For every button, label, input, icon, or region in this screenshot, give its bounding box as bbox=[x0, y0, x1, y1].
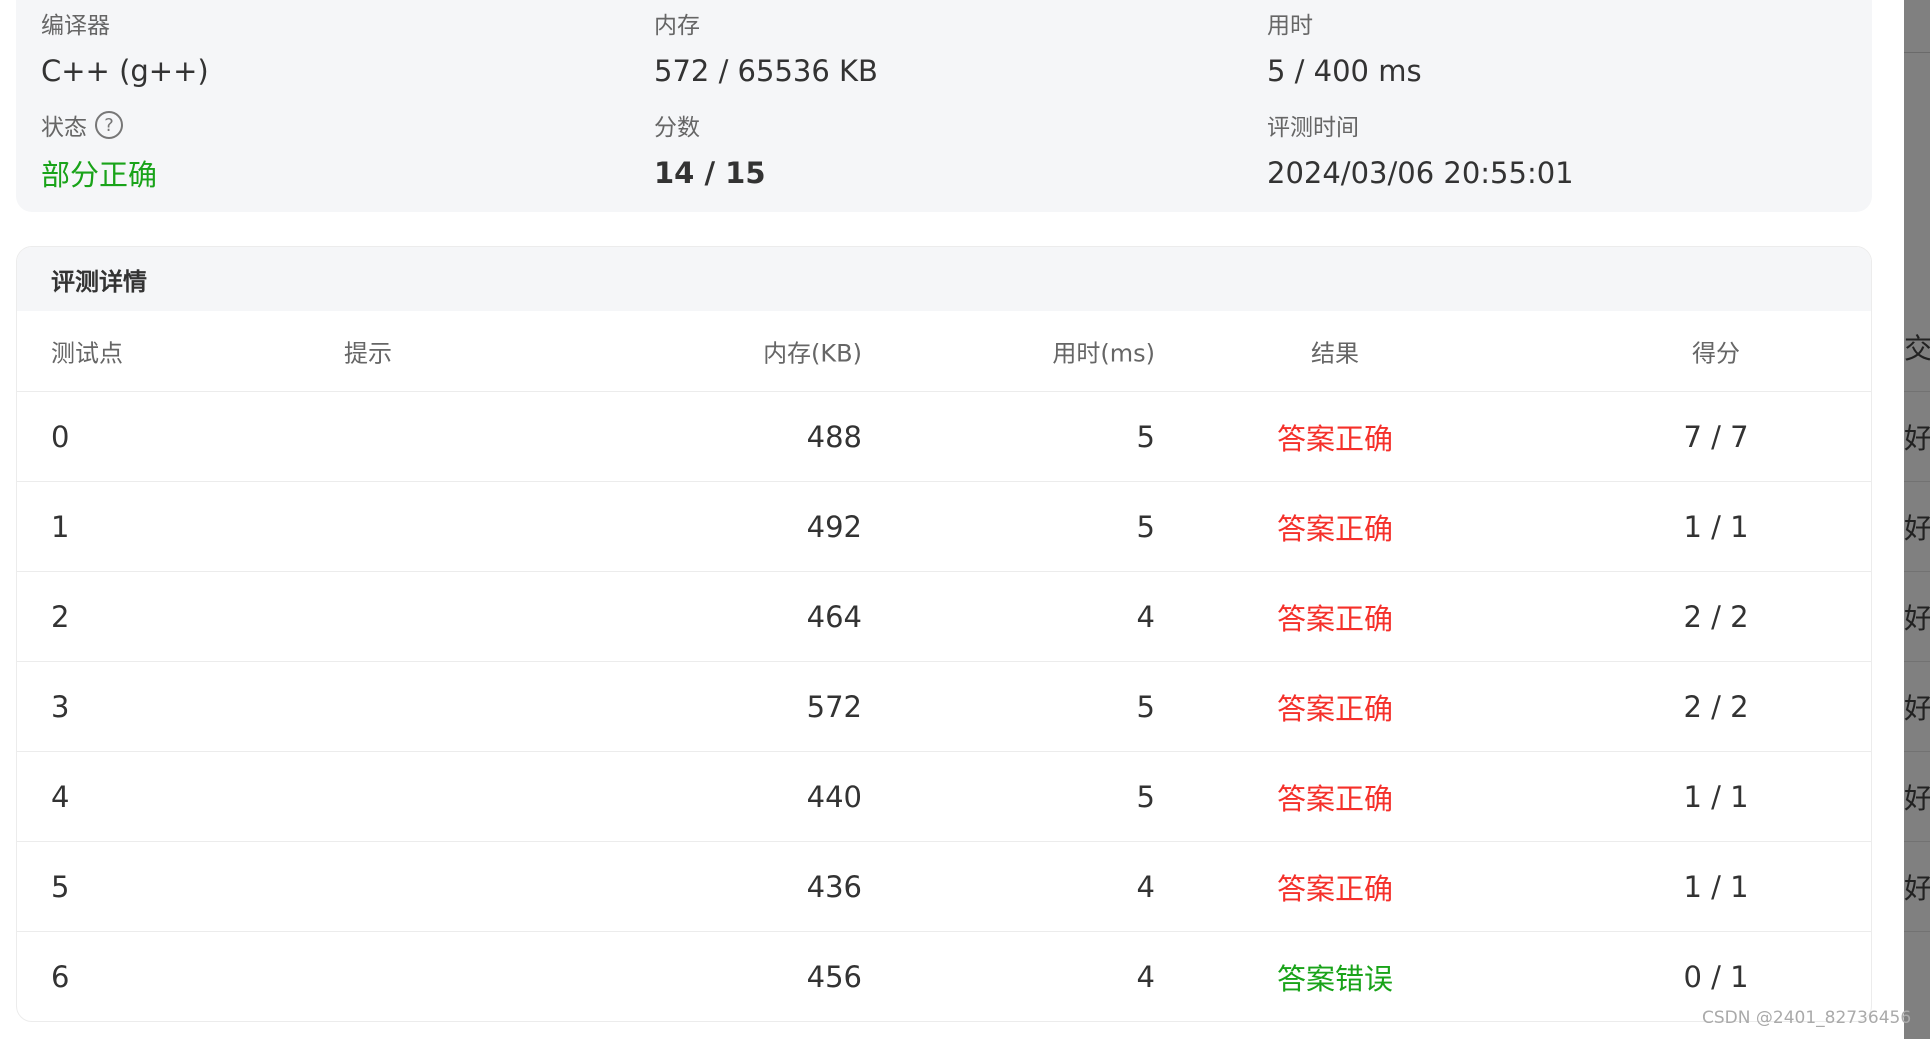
col-testcase: 测试点 bbox=[51, 339, 123, 368]
testcase-time: 4 bbox=[1136, 869, 1155, 904]
side-panel-item[interactable]: 好 bbox=[1904, 752, 1930, 842]
testcase-memory: 464 bbox=[806, 599, 862, 634]
testcase-result: 答案正确 bbox=[1276, 421, 1394, 456]
col-time: 用时(ms) bbox=[1052, 339, 1155, 368]
testcase-result: 答案正确 bbox=[1276, 691, 1394, 726]
table-row: 1 492 5 答案正确 1 / 1 bbox=[17, 482, 1871, 572]
testcase-score: 2 / 2 bbox=[1683, 599, 1749, 634]
testcase-result: 答案正确 bbox=[1276, 601, 1394, 636]
time-value: 5 / 400 ms bbox=[1267, 54, 1422, 88]
testcase-id: 5 bbox=[51, 869, 70, 904]
testcase-id: 2 bbox=[51, 599, 70, 634]
col-memory: 内存(KB) bbox=[763, 339, 862, 368]
time-field: 用时 5 / 400 ms bbox=[1267, 6, 1422, 88]
testcase-id: 1 bbox=[51, 509, 70, 544]
score-label: 分数 bbox=[654, 115, 700, 141]
testcase-score: 1 / 1 bbox=[1683, 509, 1749, 544]
testcase-memory: 456 bbox=[806, 960, 862, 994]
judge-details-card: 评测详情 测试点 提示 内存(KB) 用时(ms) 结果 得分 0 488 5 … bbox=[16, 246, 1872, 1022]
table-row: 4 440 5 答案正确 1 / 1 bbox=[17, 752, 1871, 842]
time-label: 用时 bbox=[1267, 13, 1313, 39]
testcase-memory: 572 bbox=[806, 689, 862, 724]
judge-details-title: 评测详情 bbox=[17, 247, 1871, 311]
col-score: 得分 bbox=[1692, 339, 1740, 368]
table-row: 0 488 5 答案正确 7 / 7 bbox=[17, 392, 1871, 482]
testcase-memory: 492 bbox=[806, 509, 862, 544]
testcase-id: 3 bbox=[51, 689, 70, 724]
testcase-time: 5 bbox=[1136, 689, 1155, 724]
watermark: CSDN @2401_82736456 bbox=[1702, 1008, 1912, 1028]
testcase-score: 1 / 1 bbox=[1683, 779, 1749, 814]
side-panel-item[interactable]: 好 bbox=[1904, 482, 1930, 572]
compiler-field: 编译器 C++ (g++) bbox=[41, 6, 209, 88]
status-label: 状态 bbox=[41, 115, 87, 141]
testcase-time: 5 bbox=[1136, 509, 1155, 544]
table-row: 3 572 5 答案正确 2 / 2 bbox=[17, 662, 1871, 752]
memory-field: 内存 572 / 65536 KB bbox=[654, 6, 878, 88]
testcase-result: 答案正确 bbox=[1276, 871, 1394, 906]
side-panel-item[interactable]: 好 bbox=[1904, 572, 1930, 662]
table-header: 测试点 提示 内存(KB) 用时(ms) 结果 得分 bbox=[17, 311, 1871, 392]
submission-summary: 编译器 C++ (g++) 内存 572 / 65536 KB 用时 5 / 4… bbox=[16, 0, 1872, 212]
testcase-score: 2 / 2 bbox=[1683, 689, 1749, 724]
side-panel-item[interactable]: 好 bbox=[1904, 842, 1930, 932]
testcase-score: 1 / 1 bbox=[1683, 869, 1749, 904]
divider bbox=[1904, 52, 1930, 53]
question-circle-icon[interactable]: ? bbox=[95, 111, 123, 139]
side-panel-overlay: 交好好好好好好 bbox=[1904, 0, 1930, 1039]
judge-time-field: 评测时间 2024/03/06 20:55:01 bbox=[1267, 108, 1574, 190]
side-panel-item[interactable]: 好 bbox=[1904, 392, 1930, 482]
memory-label: 内存 bbox=[654, 13, 700, 39]
table-row: 6 456 4 答案错误 0 / 1 bbox=[17, 932, 1871, 1021]
col-result: 结果 bbox=[1311, 339, 1359, 368]
testcase-time: 4 bbox=[1136, 960, 1155, 994]
status-value: 部分正确 bbox=[41, 158, 158, 192]
score-field: 分数 14 / 15 bbox=[654, 108, 766, 190]
compiler-value: C++ (g++) bbox=[41, 54, 209, 88]
judge-time-label: 评测时间 bbox=[1267, 115, 1359, 141]
compiler-label: 编译器 bbox=[41, 13, 110, 39]
testcase-id: 6 bbox=[51, 960, 70, 994]
testcase-id: 4 bbox=[51, 779, 70, 814]
table-row: 2 464 4 答案正确 2 / 2 bbox=[17, 572, 1871, 662]
testcase-score: 0 / 1 bbox=[1683, 960, 1749, 994]
testcase-time: 5 bbox=[1136, 779, 1155, 814]
testcase-id: 0 bbox=[51, 419, 70, 454]
testcase-score: 7 / 7 bbox=[1683, 419, 1749, 454]
table-row: 5 436 4 答案正确 1 / 1 bbox=[17, 842, 1871, 932]
testcase-memory: 440 bbox=[806, 779, 862, 814]
testcase-result: 答案错误 bbox=[1276, 962, 1394, 996]
testcase-time: 4 bbox=[1136, 599, 1155, 634]
testcase-result: 答案正确 bbox=[1276, 511, 1394, 546]
side-panel-item[interactable]: 好 bbox=[1904, 662, 1930, 752]
testcase-memory: 488 bbox=[806, 419, 862, 454]
score-value: 14 / 15 bbox=[654, 156, 766, 190]
judge-time-value: 2024/03/06 20:55:01 bbox=[1267, 156, 1574, 190]
col-hint: 提示 bbox=[344, 339, 392, 368]
testcase-result: 答案正确 bbox=[1276, 781, 1394, 816]
testcase-memory: 436 bbox=[806, 869, 862, 904]
memory-value: 572 / 65536 KB bbox=[654, 54, 878, 88]
testcase-time: 5 bbox=[1136, 419, 1155, 454]
status-field: 状态? 部分正确 bbox=[41, 108, 157, 194]
side-panel-item[interactable]: 交 bbox=[1904, 302, 1930, 392]
